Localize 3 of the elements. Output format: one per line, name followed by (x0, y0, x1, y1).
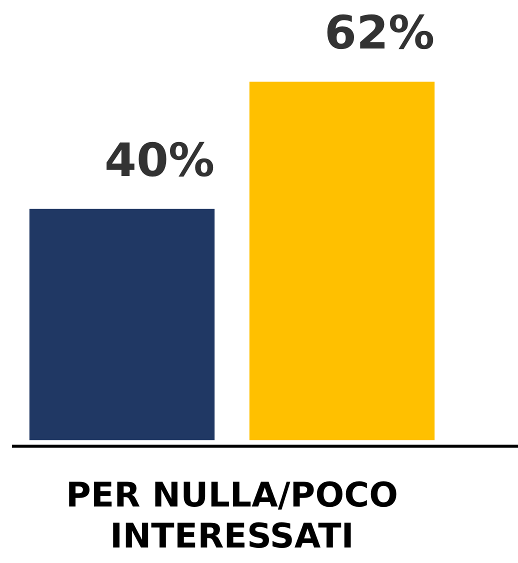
data-label: 62% (324, 6, 435, 60)
data-label: 40% (104, 132, 215, 187)
x-axis-title: PER NULLA/POCO INTERESSATI (66, 476, 398, 556)
